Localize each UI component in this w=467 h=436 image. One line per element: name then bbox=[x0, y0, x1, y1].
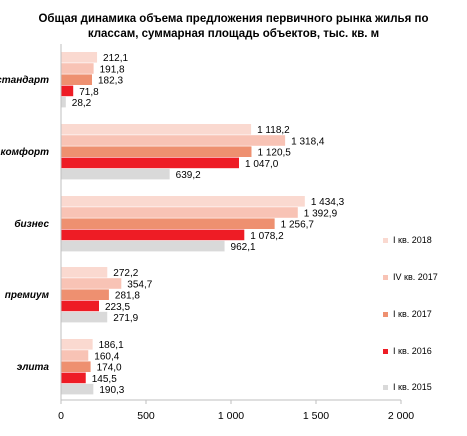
bar bbox=[61, 350, 89, 361]
legend-swatch bbox=[383, 275, 388, 280]
bar bbox=[61, 311, 108, 323]
data-label: 191,8 bbox=[100, 64, 125, 75]
data-label: 962,1 bbox=[231, 242, 256, 253]
category-label: бизнес bbox=[14, 218, 49, 230]
legend-label: I кв. 2016 bbox=[393, 346, 432, 356]
legend-label: I кв. 2018 bbox=[393, 235, 432, 245]
bar bbox=[61, 339, 93, 350]
data-label: 1 118,2 bbox=[257, 125, 290, 136]
bar bbox=[61, 124, 252, 135]
data-label: 1 256,7 bbox=[281, 220, 315, 231]
data-label: 281,8 bbox=[115, 291, 140, 302]
chart-title-line-2: классам, суммарная площадь объектов, тыс… bbox=[87, 28, 380, 40]
category-label: комфорт bbox=[0, 146, 49, 158]
bar bbox=[61, 146, 252, 157]
data-label: 272,2 bbox=[113, 268, 138, 279]
bar bbox=[61, 207, 298, 218]
bar bbox=[61, 196, 305, 207]
bar bbox=[61, 289, 109, 300]
legend-label: I кв. 2015 bbox=[393, 382, 432, 392]
data-label: 186,1 bbox=[99, 340, 124, 351]
data-label: 1 078,2 bbox=[250, 231, 284, 242]
data-label: 1 318,4 bbox=[291, 136, 325, 147]
legend-swatch bbox=[383, 349, 388, 354]
data-label: 174,0 bbox=[97, 363, 122, 374]
x-tick-label: 0 bbox=[58, 410, 64, 422]
bar bbox=[61, 135, 286, 146]
category-label: стандарт bbox=[0, 75, 49, 86]
data-label: 1 434,3 bbox=[311, 197, 345, 208]
data-label: 1 047,0 bbox=[245, 159, 279, 170]
bar bbox=[61, 229, 245, 241]
legend-swatch bbox=[383, 385, 388, 390]
bar bbox=[61, 168, 170, 180]
category-label: премиум bbox=[5, 290, 50, 301]
data-label: 71,8 bbox=[79, 87, 99, 98]
chart-title: Общая динамика объема предложения первич… bbox=[0, 12, 467, 42]
bar bbox=[61, 267, 108, 278]
bar bbox=[61, 85, 74, 97]
bar bbox=[61, 240, 225, 252]
bar bbox=[61, 278, 122, 289]
bar bbox=[61, 300, 99, 312]
legend-label: IV кв. 2017 bbox=[393, 272, 438, 282]
x-tick-label: 1 000 bbox=[218, 410, 244, 422]
x-tick-label: 2 000 bbox=[388, 410, 414, 422]
bar bbox=[61, 383, 94, 395]
bar bbox=[61, 63, 94, 74]
data-label: 212,1 bbox=[103, 53, 128, 64]
chart-title-line-1: Общая динамика объема предложения первич… bbox=[38, 13, 429, 25]
data-label: 1 120,5 bbox=[257, 148, 291, 159]
data-label: 190,3 bbox=[99, 385, 124, 396]
legend-label: I кв. 2017 bbox=[393, 309, 432, 319]
bar bbox=[61, 96, 66, 108]
legend-swatch bbox=[383, 312, 388, 317]
bar bbox=[61, 218, 275, 229]
data-label: 145,5 bbox=[92, 374, 117, 385]
data-label: 28,2 bbox=[72, 98, 92, 109]
data-label: 354,7 bbox=[127, 279, 152, 290]
bar bbox=[61, 74, 92, 85]
data-label: 1 392,9 bbox=[304, 208, 338, 219]
bar bbox=[61, 52, 98, 63]
bar bbox=[61, 372, 86, 384]
data-label: 639,2 bbox=[176, 170, 201, 181]
data-label: 160,4 bbox=[94, 351, 119, 362]
legend-swatch bbox=[383, 238, 388, 243]
x-tick-label: 500 bbox=[137, 410, 155, 422]
data-label: 271,9 bbox=[113, 313, 138, 324]
data-label: 182,3 bbox=[98, 76, 123, 87]
bar bbox=[61, 361, 91, 372]
x-tick-label: 1 500 bbox=[303, 410, 329, 422]
bar bbox=[61, 157, 239, 169]
data-label: 223,5 bbox=[105, 302, 130, 313]
category-label: элита bbox=[17, 362, 50, 373]
